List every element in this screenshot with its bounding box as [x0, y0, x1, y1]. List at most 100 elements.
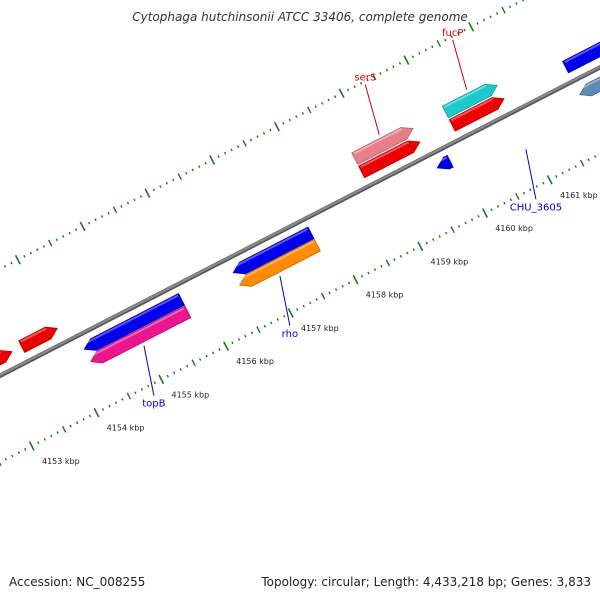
scale-tick [134, 391, 137, 395]
scale-tick [3, 265, 7, 268]
scale-tick [373, 268, 377, 272]
tick-label: 4153 kbp [42, 457, 80, 466]
gene-feature-arrow[interactable] [231, 226, 315, 275]
scale-tick [392, 65, 395, 69]
scale-tick [385, 68, 389, 72]
tick-label: 4158 kbp [366, 291, 404, 300]
gene-feature-arrow[interactable] [89, 305, 192, 364]
tick-label: 4159 kbp [430, 257, 468, 266]
scale-tick [256, 326, 261, 333]
scale-tick [209, 155, 216, 165]
gene-feature-arrow[interactable] [435, 154, 454, 170]
scale-tick [546, 174, 553, 185]
scale-tick [231, 341, 234, 345]
tick-label: 4156 kbp [236, 357, 274, 366]
gene-feature-arrow[interactable] [82, 293, 186, 351]
scale-tick [198, 165, 201, 168]
scale-tick [75, 228, 78, 232]
tick-label: 4160 kbp [495, 224, 533, 233]
scale-tick [114, 401, 118, 405]
scale-tick [301, 111, 304, 115]
scale-tick [165, 181, 168, 185]
scale-tick [288, 118, 292, 122]
scale-tick [269, 128, 272, 132]
scale-tick [496, 205, 500, 208]
scale-tick [482, 18, 486, 22]
gene-feature-arrow[interactable] [441, 83, 498, 119]
scale-tick [379, 71, 382, 75]
scale-tick [411, 55, 415, 59]
scale-tick [56, 431, 59, 435]
scale-tick [393, 258, 396, 262]
scale-tick [204, 161, 207, 165]
gene-label-sers: serS [354, 73, 376, 84]
scale-tick [450, 226, 455, 234]
scale-tick [412, 248, 415, 252]
scale-tick [23, 255, 26, 258]
scale-tick [29, 251, 33, 255]
scale-tick [508, 5, 512, 9]
scale-tick [593, 155, 597, 158]
scale-tick [230, 148, 233, 152]
scale-tick [14, 254, 21, 265]
scale-tick [542, 181, 545, 185]
scale-tick [320, 292, 326, 300]
scale-tick [87, 221, 91, 225]
tick-label: 4161 kbp [560, 191, 598, 200]
scale-tick [108, 404, 111, 408]
scale-tick [295, 115, 298, 119]
scale-tick [515, 192, 520, 200]
scale-tick [315, 298, 318, 301]
scale-tick [366, 78, 369, 82]
scale-tick [120, 205, 123, 208]
scale-tick [61, 425, 67, 433]
gene-features[interactable] [0, 39, 600, 415]
scale-tick [139, 195, 143, 198]
scale-tick [568, 168, 571, 172]
gene-feature-arrow[interactable] [0, 350, 13, 385]
scale-tick [270, 321, 273, 325]
scale-tick [218, 348, 221, 351]
gene-leader-line [279, 275, 291, 326]
scale-tick [100, 215, 104, 218]
scale-tick [425, 241, 428, 245]
scale-tick [82, 417, 85, 421]
tick-label: 4154 kbp [107, 424, 145, 433]
gene-feature-arrow[interactable] [18, 326, 58, 353]
scale-tick [79, 221, 86, 232]
scale-tick [477, 214, 480, 218]
tick-label: 4157 kbp [301, 324, 339, 333]
scale-tick [10, 261, 13, 265]
scale-tick [185, 171, 188, 175]
scale-tick [470, 218, 474, 222]
scale-tick [490, 208, 493, 212]
gene-label-rho: rho [282, 329, 298, 340]
gene-feature-arrow[interactable] [562, 39, 600, 74]
scale-tick [172, 178, 175, 182]
scale-ticks [0, 0, 597, 467]
scale-tick [75, 421, 79, 425]
scale-tick [24, 447, 27, 451]
scale-tick [17, 451, 20, 455]
scale-tick [48, 239, 53, 247]
gene-feature-arrow[interactable] [578, 62, 600, 97]
scale-tick [94, 218, 97, 222]
scale-tick [88, 414, 92, 418]
scale-tick [347, 281, 351, 285]
scale-tick [444, 38, 447, 42]
gene-feature-arrow[interactable] [448, 97, 505, 132]
scale-tick [338, 88, 345, 99]
scale-tick [153, 381, 156, 385]
scale-tick [144, 188, 151, 198]
scale-tick [450, 35, 453, 39]
scale-tick [262, 131, 266, 135]
scale-tick [126, 392, 132, 400]
gene-feature-arrow[interactable] [358, 140, 421, 179]
scale-tick [217, 155, 220, 158]
scale-tick [191, 359, 196, 367]
scale-tick [256, 135, 259, 138]
scale-tick [398, 62, 402, 65]
gene-feature-arrow[interactable] [238, 238, 321, 287]
gene-feature-arrow[interactable] [351, 127, 414, 165]
